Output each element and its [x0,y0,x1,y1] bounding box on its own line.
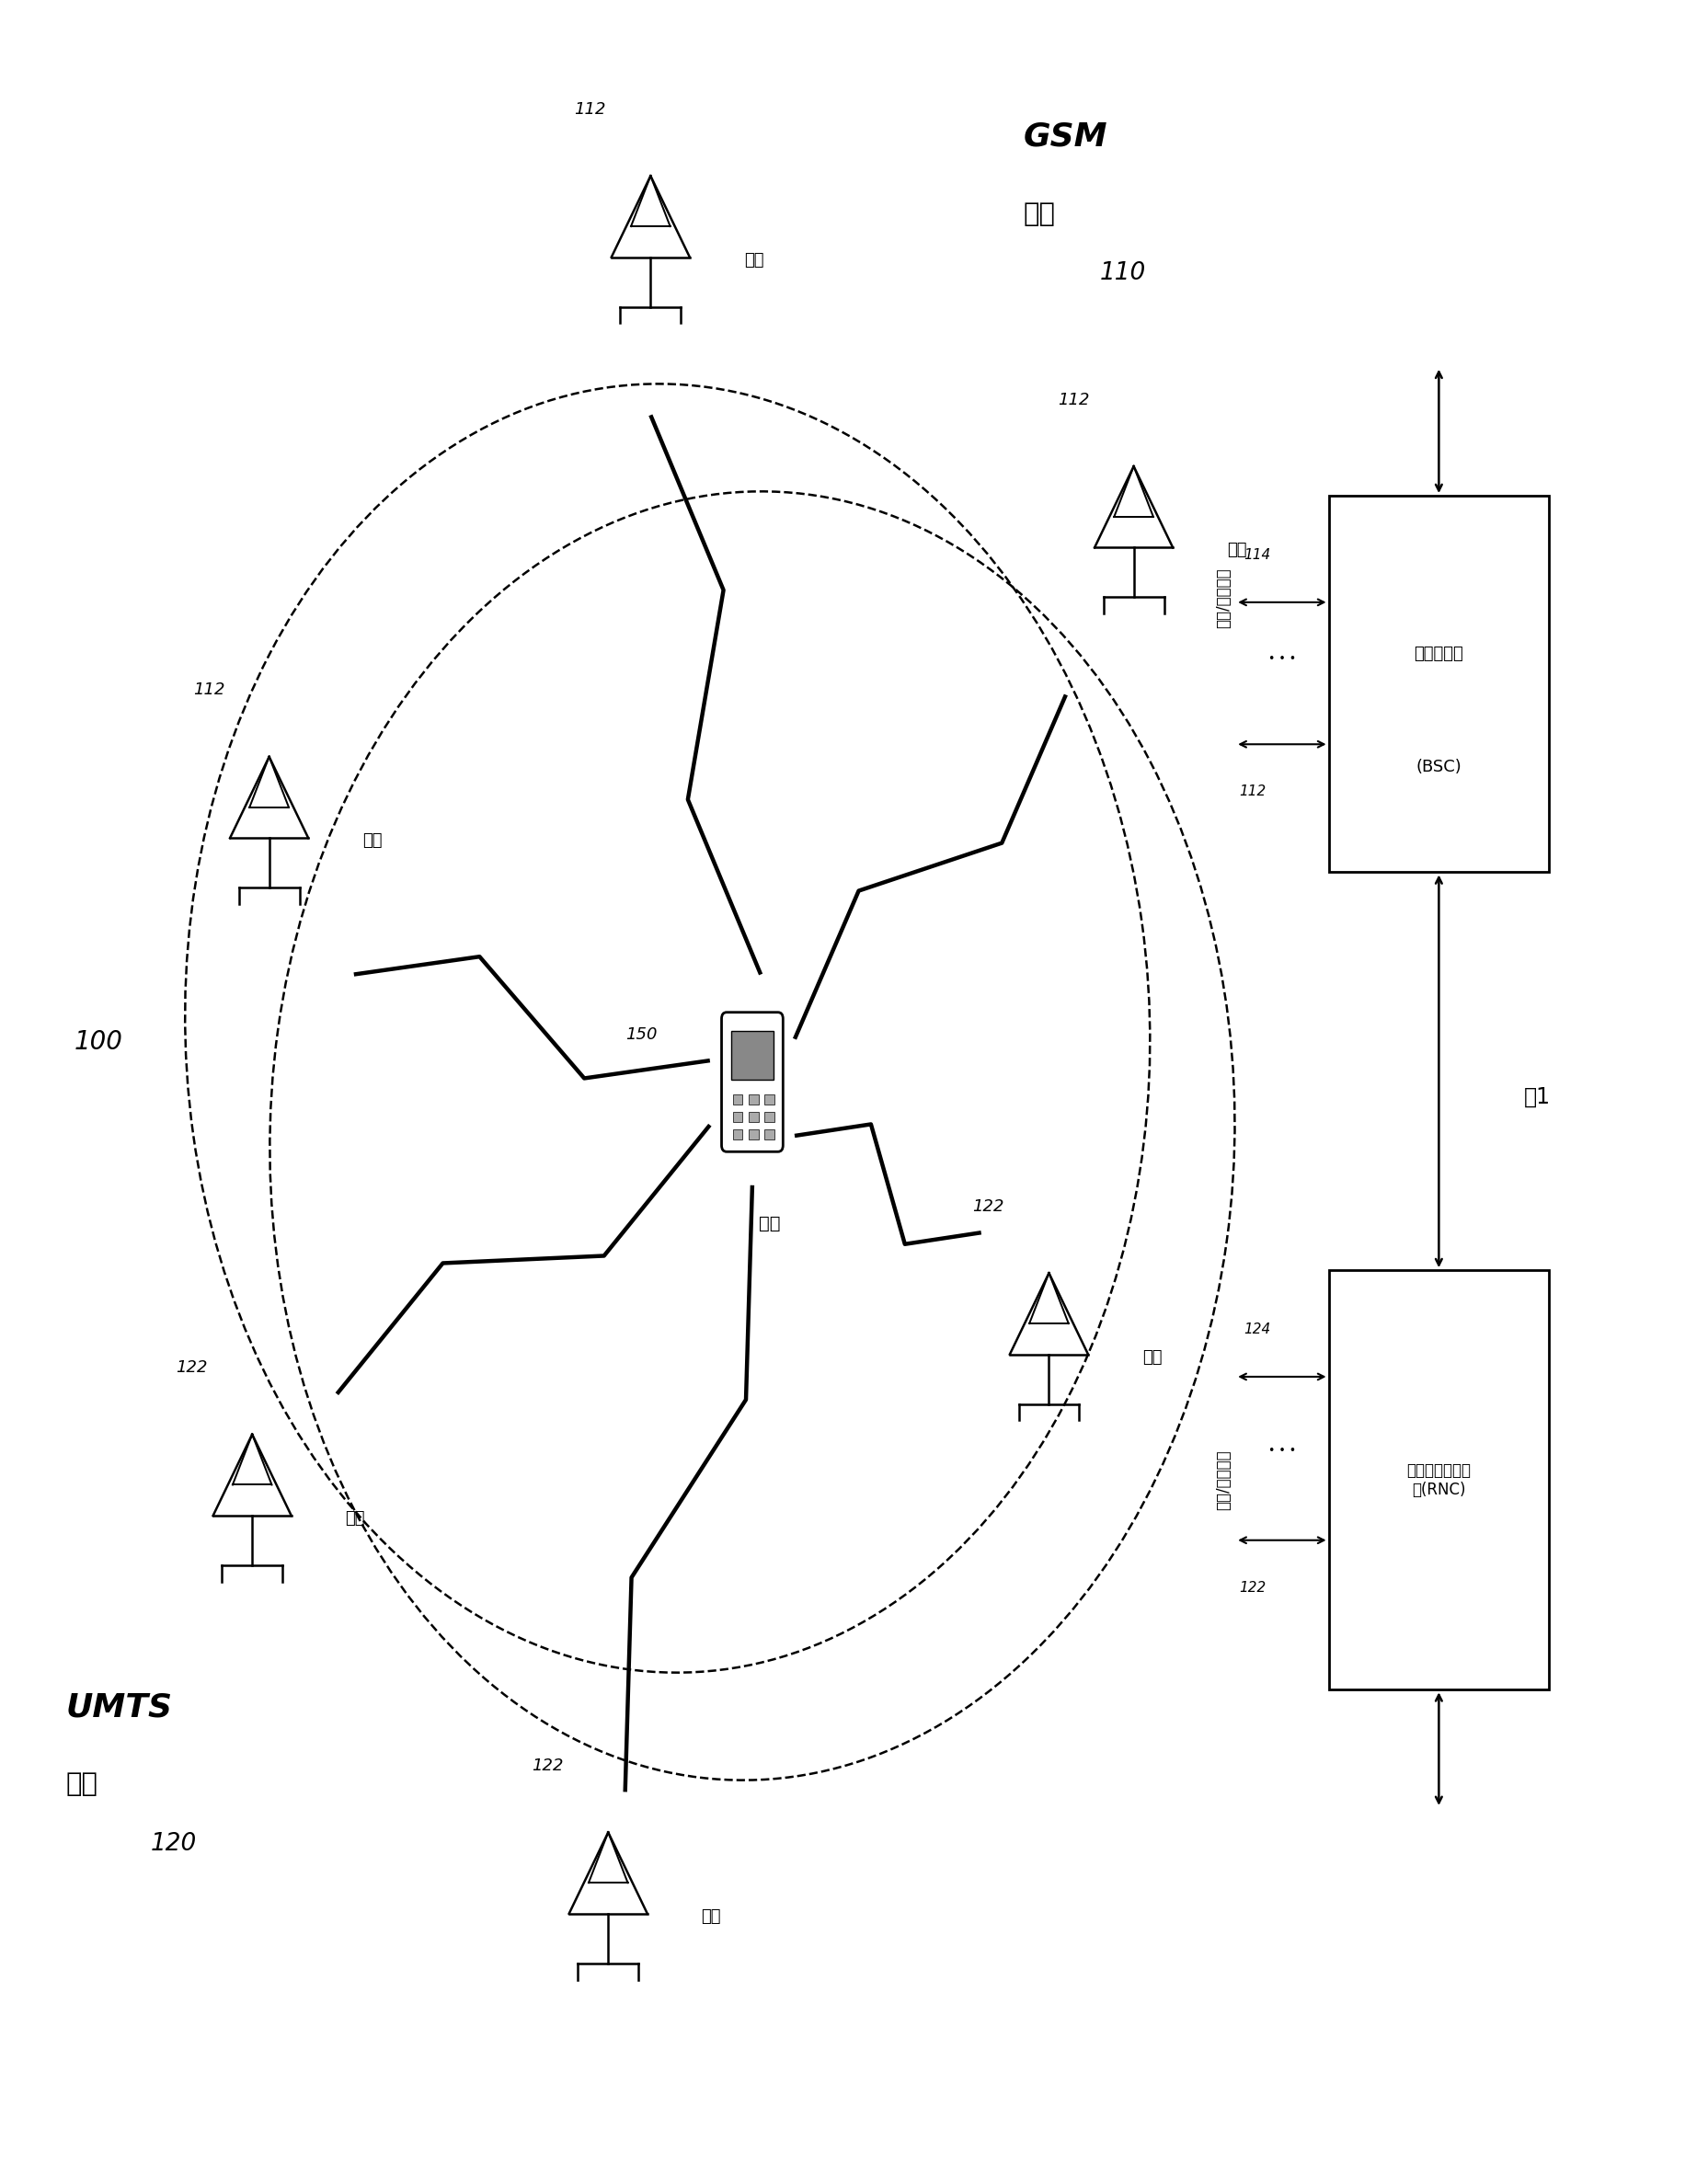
Bar [765,1112,774,1123]
Text: 网络: 网络 [65,1772,97,1798]
Text: 112: 112 [193,682,224,699]
Text: 110: 110 [1100,262,1146,286]
Bar [1329,1270,1549,1690]
Text: • • •: • • • [1269,1446,1296,1456]
Text: 124: 124 [1243,1322,1271,1337]
Text: 150: 150 [625,1026,658,1043]
Text: 网络: 网络 [1023,201,1056,227]
Bar [733,1112,743,1123]
Bar [748,1095,758,1104]
Text: GSM: GSM [1023,121,1108,154]
Text: 114: 114 [1243,547,1271,563]
Text: 112: 112 [1057,392,1090,409]
Bar [748,1130,758,1140]
Text: 终端: 终端 [758,1214,781,1231]
Text: 基站: 基站 [345,1510,366,1526]
Bar [1329,496,1549,872]
Text: UMTS: UMTS [65,1692,173,1723]
Text: 到达/来自基站: 到达/来自基站 [1216,1450,1231,1510]
Text: 基站: 基站 [743,251,763,268]
Text: 基站: 基站 [702,1909,721,1924]
Text: 100: 100 [73,1030,123,1056]
Text: 112: 112 [1238,786,1266,799]
Text: 122: 122 [531,1757,564,1774]
Bar [733,1095,743,1104]
Text: 112: 112 [574,102,606,117]
Text: 到达/来自基站: 到达/来自基站 [1216,567,1231,628]
Text: 120: 120 [150,1831,196,1855]
Text: 图1: 图1 [1524,1086,1551,1108]
Text: 122: 122 [972,1199,1004,1214]
Text: 基站: 基站 [1143,1348,1161,1365]
Text: 122: 122 [176,1359,208,1376]
Text: 122: 122 [1238,1582,1266,1595]
Bar [731,1032,774,1080]
Bar [765,1095,774,1104]
Bar [733,1130,743,1140]
Bar [748,1112,758,1123]
Text: 基站: 基站 [1226,541,1247,558]
Text: 基站: 基站 [362,833,383,848]
Text: (BSC): (BSC) [1416,760,1462,775]
Bar [765,1130,774,1140]
Text: 基站控制器: 基站控制器 [1414,645,1464,662]
Text: • • •: • • • [1269,654,1296,664]
Text: 无线电网络控制
器(RNC): 无线电网络控制 器(RNC) [1407,1463,1471,1497]
FancyBboxPatch shape [721,1013,782,1151]
